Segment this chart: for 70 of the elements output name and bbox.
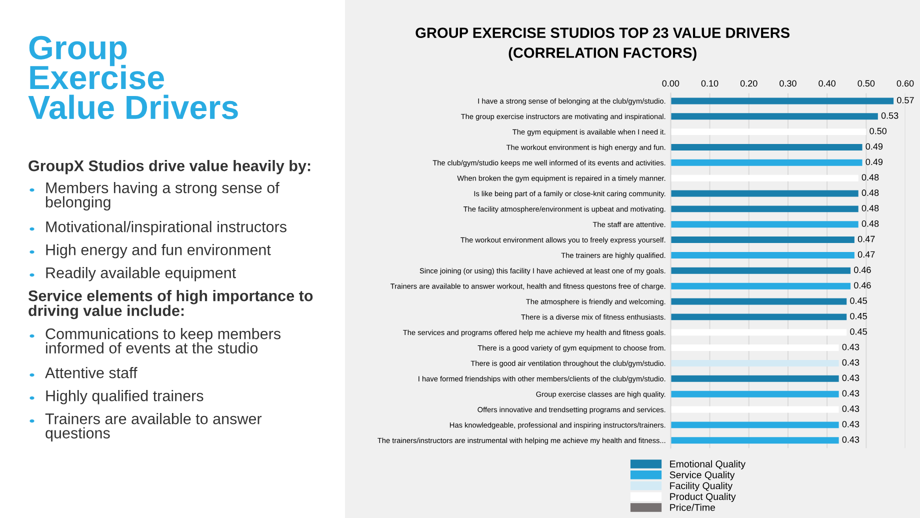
bar: [670, 282, 851, 290]
data-label: 0.43: [842, 344, 860, 350]
bar: [670, 267, 851, 274]
text: High energy and fun environment: [46, 244, 271, 258]
bar: [670, 252, 854, 258]
text: Readily available equipment: [46, 267, 236, 282]
bar: [670, 144, 862, 150]
data-label: 0.49: [866, 143, 883, 150]
data-label: 0.43: [842, 359, 860, 366]
bar: [670, 406, 839, 413]
data-label: 0.49: [866, 158, 883, 166]
x-tick-label: 0.20: [740, 80, 758, 87]
bar: [670, 221, 858, 228]
legend-label: Facility Quality: [670, 482, 733, 492]
bar: [670, 159, 862, 166]
bar: [670, 128, 866, 136]
legend-label: Product Quality: [670, 492, 736, 502]
x-tick-label: 0.40: [818, 80, 836, 87]
data-label: 0.47: [858, 236, 875, 242]
x-tick-label: 0.50: [858, 80, 875, 87]
bar: [670, 329, 847, 336]
x-tick-label: 0.60: [896, 80, 914, 87]
bar: [670, 375, 839, 382]
data-label: 0.47: [858, 251, 875, 258]
chart-title: GROUP EXERCISE STUDIOS TOP 23 VALUE DRIVERS (CORRELATION FACTORS): [416, 28, 790, 61]
bar: [670, 437, 839, 444]
data-label: 0.43: [842, 420, 860, 428]
x-tick-label: 0.00: [662, 80, 680, 87]
text: Members having a strong sense of belonging: [46, 182, 280, 210]
bar: [670, 98, 894, 104]
bar: [670, 390, 839, 398]
text: Highly qualified trainers: [46, 390, 204, 404]
bar: [670, 360, 839, 366]
bar: [670, 190, 858, 197]
legend-label: Emotional Quality: [670, 460, 746, 470]
text: Trainers are available to answer questions: [45, 413, 262, 442]
data-label: 0.53: [881, 112, 898, 119]
bar: [670, 113, 878, 120]
data-label: 0.48: [862, 174, 879, 181]
legend-label: Price/Time: [670, 504, 716, 511]
data-label: 0.45: [850, 298, 867, 304]
text: Motivational/inspirational instructors: [46, 221, 286, 236]
data-label: 0.50: [870, 128, 887, 134]
data-label: 0.45: [850, 328, 867, 335]
text: Communications to keep members informed of events at the studio: [46, 328, 280, 354]
bar: [670, 206, 858, 212]
text: Group Exercise Value Drivers: [28, 36, 238, 120]
text: GroupX Studios drive value heavily by:: [28, 160, 310, 174]
data-label: 0.43: [842, 390, 860, 396]
data-label: 0.57: [897, 96, 914, 104]
legend-label: Service Quality: [670, 471, 735, 480]
bar: [670, 422, 839, 428]
data-label: 0.46: [854, 282, 871, 289]
data-label: 0.48: [862, 220, 879, 227]
data-label: 0.48: [862, 190, 879, 196]
data-label: 0.43: [842, 374, 860, 382]
bar: [670, 344, 839, 352]
text: Service elements of high importance to driving value include:: [28, 290, 313, 320]
data-label: 0.46: [854, 266, 871, 274]
data-label: 0.45: [850, 312, 867, 320]
x-tick-label: 0.10: [701, 80, 718, 87]
x-tick-label: 0.30: [780, 80, 796, 87]
bar: [670, 298, 847, 305]
bar: [670, 174, 858, 182]
data-label: 0.43: [842, 436, 860, 443]
bar: [670, 236, 854, 244]
data-label: 0.43: [842, 406, 860, 412]
bar: [670, 314, 847, 320]
text: Attentive staff: [45, 367, 138, 378]
data-label: 0.48: [862, 204, 879, 212]
